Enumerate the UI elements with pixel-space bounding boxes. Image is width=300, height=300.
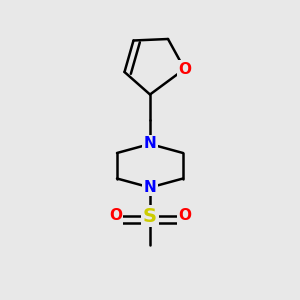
Text: O: O [178,61,191,76]
Text: S: S [143,206,157,226]
Text: O: O [178,208,191,224]
Text: N: N [144,136,156,152]
Text: N: N [144,180,156,195]
Text: O: O [109,208,122,224]
